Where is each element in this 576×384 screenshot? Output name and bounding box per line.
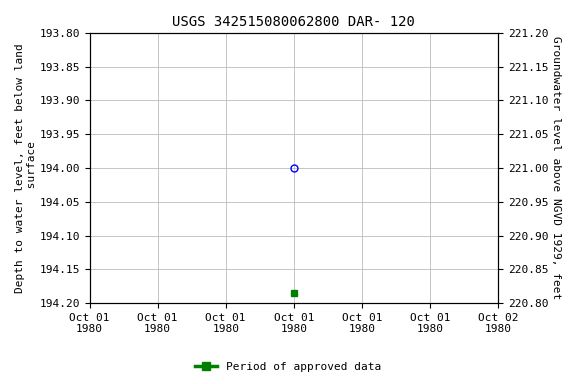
Legend: Period of approved data: Period of approved data (191, 358, 385, 377)
Y-axis label: Depth to water level, feet below land
 surface: Depth to water level, feet below land su… (15, 43, 37, 293)
Title: USGS 342515080062800 DAR- 120: USGS 342515080062800 DAR- 120 (172, 15, 415, 29)
Y-axis label: Groundwater level above NGVD 1929, feet: Groundwater level above NGVD 1929, feet (551, 36, 561, 300)
